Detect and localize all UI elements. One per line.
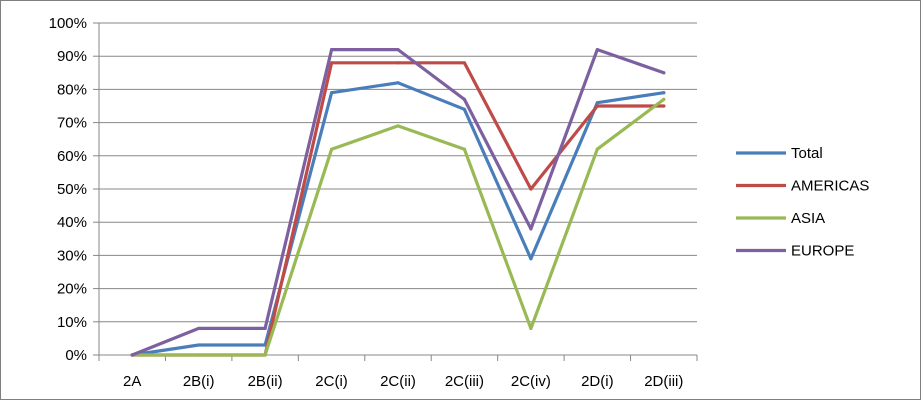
y-tick-label: 50% (57, 181, 87, 198)
y-tick-label: 90% (57, 48, 87, 65)
data-point (662, 97, 666, 101)
x-tick-label: 2B(i) (183, 373, 215, 390)
data-point (529, 187, 533, 191)
data-point (662, 104, 666, 108)
legend-label: AMERICAS (791, 178, 869, 195)
y-tick-label: 100% (49, 15, 87, 32)
data-point (662, 71, 666, 75)
data-point (462, 61, 467, 65)
data-point (595, 104, 599, 108)
data-point (462, 97, 467, 101)
legend: Total AMERICAS ASIA EUROPE (736, 145, 869, 260)
x-tick-label: 2A (123, 373, 141, 390)
data-point (462, 107, 467, 111)
y-tick-label: 10% (57, 314, 87, 331)
x-tick-label: 2C(iv) (511, 373, 551, 390)
series-line-americas (130, 61, 666, 357)
data-point (197, 343, 201, 347)
data-point (595, 47, 599, 52)
y-tick-label: 60% (57, 148, 87, 165)
data-point (396, 81, 400, 85)
data-point (329, 61, 334, 65)
data-point (130, 353, 134, 357)
legend-label: EUROPE (791, 243, 854, 260)
data-point (329, 91, 334, 95)
data-point (263, 326, 267, 331)
y-tick-label: 40% (57, 214, 87, 231)
data-point (197, 326, 201, 331)
data-point (263, 353, 267, 357)
data-point (462, 147, 467, 151)
x-tick-label: 2B(ii) (248, 373, 283, 390)
x-tick-label: 2C(ii) (380, 373, 416, 390)
data-point (529, 326, 533, 331)
data-point (396, 61, 400, 65)
y-tick-label: 20% (57, 281, 87, 298)
legend-label: ASIA (791, 210, 825, 227)
data-point (329, 147, 334, 151)
data-point (396, 124, 400, 128)
y-tick-label: 30% (57, 247, 87, 264)
y-tick-label: 80% (57, 81, 87, 98)
series-lines (130, 47, 666, 357)
x-tick-label: 2C(i) (315, 373, 348, 390)
data-point (197, 353, 201, 357)
data-point (529, 257, 533, 261)
data-point (595, 147, 599, 151)
x-tick-label: 2D(iii) (644, 373, 683, 390)
data-point (595, 101, 599, 105)
data-point (396, 47, 400, 52)
data-point (329, 47, 334, 52)
x-tick-label: 2C(iii) (445, 373, 484, 390)
axes: 0% 10% 20% 30% 40% 50% 60% 70% 80% 90% 100% 2A 2B(i)… (49, 15, 698, 390)
y-tick-label: 0% (65, 347, 87, 364)
data-point (529, 227, 533, 231)
legend-label: Total (791, 145, 823, 162)
series-line-europe (130, 47, 666, 357)
x-tick-label: 2D(i) (581, 373, 614, 390)
y-tick-label: 70% (57, 115, 87, 132)
gridlines (99, 22, 697, 323)
data-point (662, 91, 666, 95)
